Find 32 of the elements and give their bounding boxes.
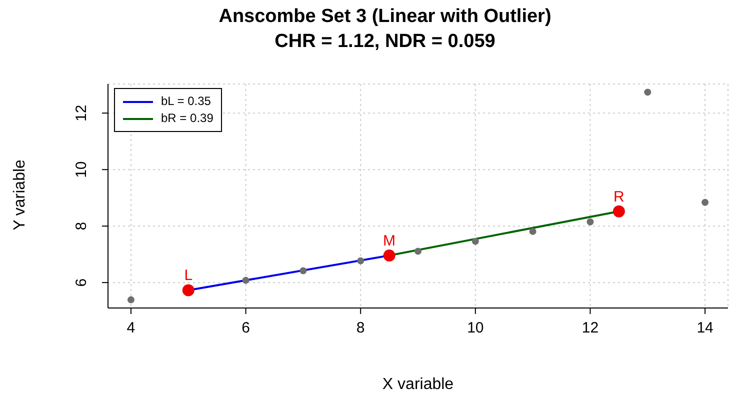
point — [644, 88, 652, 96]
y-tick-label: 6 — [73, 278, 90, 287]
point — [612, 205, 625, 218]
point — [472, 238, 479, 245]
y-tick-label: 12 — [73, 104, 90, 122]
y-axis-title: Y variable — [11, 160, 29, 230]
x-tick-label: 12 — [582, 320, 599, 337]
chart-subtitle: CHR = 1.12, NDR = 0.059 — [274, 30, 496, 54]
annotation: R — [614, 188, 625, 206]
point — [702, 198, 709, 206]
point — [357, 257, 364, 264]
x-tick-label: 14 — [696, 320, 714, 337]
point — [127, 296, 134, 304]
chart-title: Anscombe Set 3 (Linear with Outlier) — [218, 5, 552, 29]
annotation: M — [383, 232, 396, 250]
point — [300, 267, 307, 274]
x-tick-label: 6 — [242, 320, 250, 337]
annotation: L — [184, 267, 193, 284]
x-tick-label: 8 — [356, 320, 365, 337]
point — [414, 248, 422, 255]
x-tick-label: 4 — [126, 320, 136, 337]
legend-label: bR = 0.39 — [161, 110, 214, 127]
point — [182, 284, 194, 296]
legend-label: bL = 0.35 — [161, 93, 211, 110]
x-tick-label: 10 — [467, 320, 484, 337]
y-tick-label: 10 — [73, 161, 90, 178]
y-tick-label: 8 — [73, 222, 90, 230]
point — [529, 228, 536, 235]
point — [242, 276, 250, 284]
x-axis-title: X variable — [381, 376, 455, 394]
point — [383, 249, 396, 262]
point — [586, 218, 594, 226]
